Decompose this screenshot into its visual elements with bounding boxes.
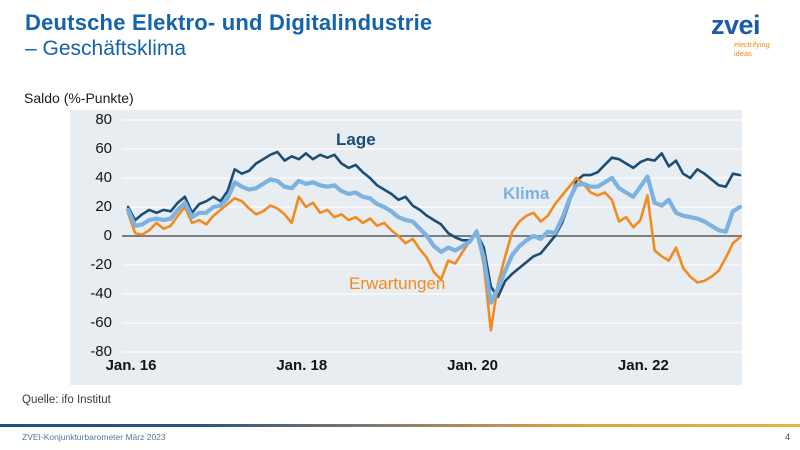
zvei-logo: zvei electrifying ideas — [711, 10, 770, 59]
zvei-tagline-line-2: ideas — [734, 49, 752, 59]
klima-line — [125, 174, 743, 305]
erwartungen-line — [126, 176, 742, 332]
plot-area — [70, 110, 742, 385]
x-tick-label-18: Jan. 18 — [276, 357, 328, 374]
slide-title: Deutsche Elektro- und Digitalindustrie –… — [25, 10, 432, 61]
y-tick-label-40: 40 — [95, 168, 112, 186]
y-tick-label-0: 0 — [103, 226, 112, 244]
x-tick-label-22: Jan. 22 — [617, 357, 669, 374]
y-tick-label-80: 80 — [95, 110, 112, 128]
x-tick-label-16: Jan. 16 — [105, 357, 157, 374]
series-label-lage: Lage — [336, 130, 376, 149]
page-number: 4 — [784, 432, 790, 442]
zvei-tagline: electrifying ideas — [734, 40, 770, 59]
title-line-1: Deutsche Elektro- und Digitalindustrie — [25, 10, 433, 35]
zvei-wordmark: zvei — [711, 10, 761, 40]
y-tick-label--40: -40 — [90, 284, 112, 302]
footer-document-title: ZVEI-Konjunkturbarometer März 2023 — [22, 432, 166, 442]
series-label-erwartungen: Erwartungen — [349, 274, 446, 293]
y-tick-label--20: -20 — [90, 255, 112, 273]
y-tick-label-20: 20 — [95, 197, 112, 215]
source-note: Quelle: ifo Institut — [22, 394, 111, 406]
footer-divider — [0, 424, 800, 427]
lage-line — [126, 150, 742, 299]
title-line-2: – Geschäftsklima — [25, 37, 187, 60]
zvei-tagline-line-1: electrifying — [734, 39, 770, 49]
series-label-klima: Klima — [503, 184, 550, 203]
y-axis-title: Saldo (%-Punkte) — [24, 90, 134, 106]
x-tick-label-20: Jan. 20 — [447, 357, 499, 374]
y-tick-label-60: 60 — [95, 139, 112, 157]
y-tick-label--80: -80 — [90, 342, 112, 360]
y-tick-label--60: -60 — [90, 313, 112, 331]
